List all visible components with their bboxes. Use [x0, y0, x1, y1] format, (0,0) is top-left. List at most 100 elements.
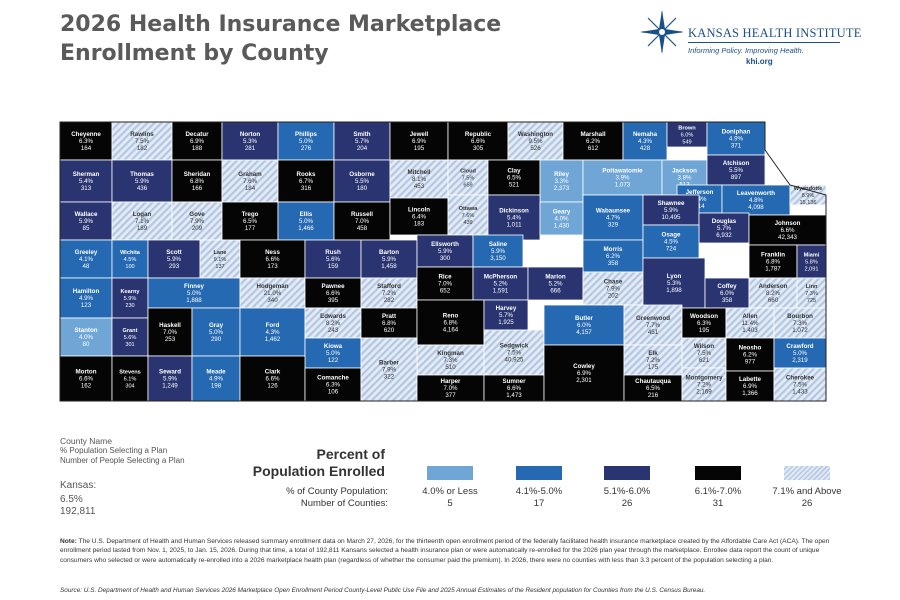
county-pct: 8.1% — [412, 176, 427, 183]
county-num: 175 — [648, 364, 659, 371]
county-pct: 5.0% — [793, 350, 808, 357]
county-num: 620 — [384, 327, 395, 334]
county-pct: 4.7% — [606, 215, 621, 222]
county-name: Harper — [441, 378, 462, 385]
county-num: 2,301 — [576, 377, 592, 384]
county-shape — [704, 277, 750, 309]
county-name: Douglas — [712, 218, 737, 225]
county-num: 725 — [807, 298, 816, 304]
county-name: Sedgwick — [500, 343, 529, 350]
legend-range-1: 4.0% or Less — [422, 486, 478, 497]
county-shape — [642, 257, 706, 309]
county-pct: 7.9% — [382, 367, 397, 374]
county-name: Gove — [189, 211, 205, 218]
county-name: Smith — [353, 131, 370, 138]
county-name: Geary — [553, 209, 571, 216]
county-num: 198 — [211, 383, 222, 390]
county-shape — [191, 355, 241, 402]
county-shape — [582, 239, 644, 273]
county-num: 1,458 — [381, 263, 397, 270]
county-name: Sheridan — [184, 171, 211, 178]
county-shape — [773, 367, 827, 402]
county-name: Finney — [184, 283, 204, 290]
legend-count-4: 31 — [712, 498, 724, 509]
county-num: 521 — [509, 182, 520, 189]
county-num: 313 — [81, 185, 92, 192]
county-name: Kiowa — [324, 343, 343, 350]
county-name: Dickinson — [499, 208, 529, 215]
county-pct: 7.0% — [443, 385, 458, 392]
county-name: Comanche — [317, 375, 349, 382]
county-pct: 7.5% — [462, 176, 475, 182]
county-num: 159 — [328, 263, 339, 270]
county-name: Logan — [133, 211, 152, 218]
county-pct: 7.3% — [793, 320, 808, 327]
county-num: 209 — [192, 225, 203, 232]
county-num: 216 — [648, 392, 659, 399]
county-pct: 4.5% — [664, 239, 679, 246]
legend-swatch-1 — [427, 466, 473, 480]
county-num: 188 — [192, 145, 203, 152]
county-shape — [171, 121, 223, 161]
county-shape — [221, 121, 279, 161]
county-num: 549 — [682, 140, 691, 146]
county-shape — [582, 271, 644, 306]
county-name: Rooks — [297, 171, 316, 178]
county-name: Wabaunsee — [596, 208, 631, 215]
county-pct: 5.7% — [717, 225, 732, 232]
county-shape — [304, 307, 362, 339]
county-pct: 6.6% — [471, 138, 486, 145]
county-pct: 6.3% — [697, 320, 712, 327]
note-body: The U.S. Department of Health and Human … — [60, 538, 830, 564]
county-pct: 5.9% — [382, 256, 397, 263]
county-pct: 6.8% — [382, 320, 397, 327]
county-pct: 7.3% — [805, 291, 818, 297]
county-shape — [623, 374, 683, 402]
county-num: 316 — [301, 185, 312, 192]
county-name: Allen — [742, 313, 757, 320]
county-layer: Cheyenne6.3%164Rawlins7.5%182Decatur6.9%… — [59, 121, 827, 402]
county-shape — [748, 277, 798, 309]
county-pct: 7.5% — [135, 138, 150, 145]
county-num: 1,591 — [493, 288, 509, 295]
county-shape — [333, 121, 391, 161]
county-name: Woodson — [690, 313, 718, 320]
county-name: Linn — [806, 284, 818, 290]
county-shape — [277, 121, 335, 161]
county-shape — [239, 277, 306, 309]
county-num: 724 — [666, 246, 677, 253]
county-shape — [642, 194, 700, 226]
county-pct: 6.9% — [577, 370, 592, 377]
county-pct: 5.3% — [667, 280, 682, 287]
county-pct: 4.5% — [124, 257, 137, 263]
county-name: Clark — [265, 369, 281, 376]
county-pct: 6.9% — [743, 383, 758, 390]
county-num: 358 — [722, 297, 733, 304]
county-num: 305 — [473, 145, 484, 152]
county-name: Wallace — [75, 211, 98, 218]
legend-count-1: 5 — [447, 498, 453, 509]
county-num: 458 — [357, 225, 368, 232]
county-pct: 7.2% — [382, 290, 397, 297]
county-pct: 5.0% — [299, 218, 314, 225]
county-name: Ellis — [300, 211, 313, 218]
county-pct: 6.5% — [507, 175, 522, 182]
